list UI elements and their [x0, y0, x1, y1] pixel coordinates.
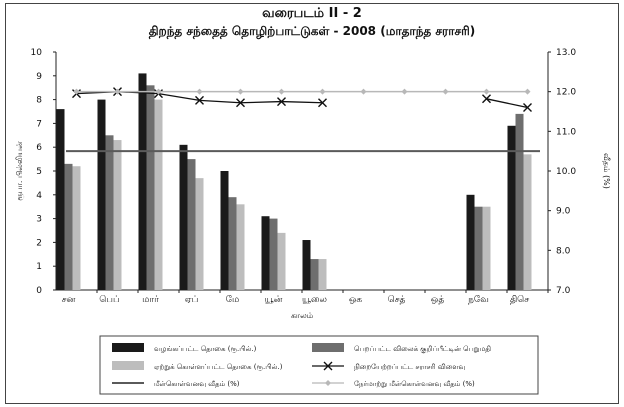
bar	[105, 135, 114, 290]
y2-axis-title: வீதம் (%)	[602, 153, 611, 189]
bar	[64, 163, 73, 290]
bar	[195, 178, 204, 290]
series-marker	[195, 95, 204, 105]
x-tick-label: ஒக	[349, 295, 363, 305]
bar	[72, 166, 81, 290]
bar	[146, 85, 155, 290]
x-tick-label: திசெ	[510, 295, 529, 305]
series-marker	[524, 88, 531, 95]
bar	[97, 99, 106, 290]
y-tick-label: 3	[36, 215, 42, 225]
series-marker	[482, 94, 491, 104]
bar	[187, 159, 196, 290]
bar	[113, 140, 122, 290]
series-marker	[401, 88, 408, 95]
x-tick-label: ஒத்	[431, 295, 445, 305]
legend-swatch	[112, 343, 144, 352]
series-marker	[277, 97, 286, 107]
y2-tick-label: 9.0	[556, 207, 571, 217]
series-marker	[523, 103, 532, 113]
y-tick-label: 1	[36, 262, 42, 272]
bar	[277, 232, 286, 290]
bar	[269, 218, 278, 290]
bar	[523, 154, 532, 290]
bar	[228, 197, 237, 290]
x-tick-label: மார்	[142, 295, 159, 305]
legend-label: வழங்கப்பட்ட தொகை (ரூ.பில்.)	[154, 345, 257, 353]
bar	[474, 206, 483, 290]
y-tick-label: 9	[36, 72, 42, 82]
series-marker	[318, 98, 327, 108]
series-marker	[73, 88, 80, 95]
y2-tick-label: 12.0	[556, 88, 576, 98]
bar	[220, 171, 229, 290]
series-marker	[360, 88, 367, 95]
series-marker	[442, 88, 449, 95]
y-tick-label: 6	[36, 143, 42, 153]
bar	[466, 194, 475, 290]
series-marker	[155, 88, 162, 95]
plot-area: 0 1 2 3 4 5 6 7 8 9 10 7.0 8.0 9.0 10.0 11.0 12.0 13.0 சன ப…	[15, 48, 611, 320]
bar	[515, 113, 524, 290]
bar	[138, 73, 147, 290]
y2-tick-label: 10.0	[556, 167, 576, 177]
bar	[310, 259, 319, 290]
legend-label: மீள்கொள்வனவு வீதம் (%)	[154, 380, 240, 388]
x-tick-label: யூன்	[265, 295, 283, 305]
legend-label: ஏற்றுக் கொள்ளப்பட்ட தொகை (ரூ.பில்.)	[154, 363, 283, 371]
x-tick-label: செத்	[388, 295, 406, 305]
y2-tick-label: 13.0	[556, 48, 576, 58]
y2-tick-label: 11.0	[556, 127, 576, 137]
bar	[236, 204, 245, 290]
y-tick-label: 8	[36, 96, 42, 106]
bar	[154, 99, 163, 290]
series-marker	[196, 88, 203, 95]
y-axis-title: ரூபா. பில்லியன்	[15, 141, 25, 201]
legend-swatch	[312, 343, 344, 352]
x-tick-label: யூலை	[302, 295, 327, 305]
x-tick-label: நவே	[468, 295, 489, 305]
bar	[261, 216, 270, 290]
series-line	[486, 98, 528, 109]
series-marker	[236, 98, 245, 108]
legend-marker	[325, 380, 331, 386]
y-tick-label: 2	[36, 238, 42, 248]
y-tick-label: 7	[36, 119, 42, 129]
x-tick-label: பெப்	[99, 295, 119, 305]
legend-marker	[323, 361, 333, 371]
y-tick-label: 4	[36, 191, 42, 201]
series-marker	[483, 88, 490, 95]
legend: வழங்கப்பட்ட தொகை (ரூ.பில்.) பெறப்பட்ட வில…	[99, 335, 539, 395]
y2-tick-label: 8.0	[556, 246, 571, 256]
legend-swatch	[112, 361, 144, 370]
series-marker	[114, 88, 121, 95]
legend-label: பெறப்பட்ட விலைக் குறிப்பீட்டின் பெறுமதி	[354, 345, 491, 355]
x-axis-title: காலம்	[291, 311, 313, 320]
y-tick-label: 5	[36, 167, 42, 177]
series-marker	[278, 88, 285, 95]
bar	[318, 259, 327, 290]
y-tick-label: 10	[31, 48, 43, 58]
bar	[482, 206, 491, 290]
legend-label: நேர்மாற்று மீள்கொள்வனவு வீதம் (%)	[354, 380, 475, 388]
bar	[302, 240, 311, 290]
series-marker	[319, 88, 326, 95]
bar	[179, 144, 188, 290]
y2-tick-label: 7.0	[556, 286, 571, 296]
chart-title: வரைபடம் II - 2	[262, 6, 362, 21]
bar	[507, 125, 516, 290]
legend-label: நிறையேற்றப்பட்ட சராசரி விளைவு	[354, 363, 466, 371]
series-marker	[237, 88, 244, 95]
chart-subtitle: திறந்த சந்தைத் தொழிற்பாட்டுகள் - 2008 (ம…	[148, 24, 476, 38]
x-tick-label: சன	[62, 295, 76, 305]
x-tick-label: மே	[226, 295, 240, 305]
x-tick-label: ஏப்	[185, 295, 199, 305]
y-tick-label: 0	[36, 286, 42, 296]
bar	[56, 109, 65, 291]
